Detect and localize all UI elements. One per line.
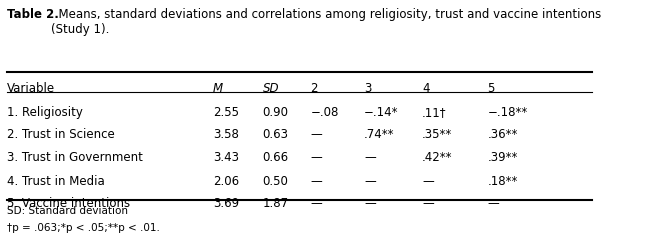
Text: 2. Trust in Science: 2. Trust in Science — [7, 128, 115, 141]
Text: 0.50: 0.50 — [263, 175, 288, 188]
Text: −.14*: −.14* — [364, 106, 398, 119]
Text: —: — — [422, 175, 433, 188]
Text: 5. Vaccine intentions: 5. Vaccine intentions — [7, 197, 130, 210]
Text: 3.69: 3.69 — [213, 197, 239, 210]
Text: 0.90: 0.90 — [263, 106, 289, 119]
Text: M: M — [213, 82, 223, 95]
Text: —: — — [364, 175, 376, 188]
Text: .11†: .11† — [422, 106, 446, 119]
Text: .35**: .35** — [422, 128, 452, 141]
Text: 3: 3 — [364, 82, 372, 95]
Text: 3. Trust in Government: 3. Trust in Government — [7, 152, 143, 164]
Text: 3.43: 3.43 — [213, 152, 239, 164]
Text: —: — — [310, 152, 322, 164]
Text: 0.66: 0.66 — [263, 152, 289, 164]
Text: —: — — [310, 175, 322, 188]
Text: −.08: −.08 — [310, 106, 339, 119]
Text: .36**: .36** — [488, 128, 518, 141]
Text: —: — — [364, 152, 376, 164]
Text: SD: SD — [263, 82, 279, 95]
Text: —: — — [310, 197, 322, 210]
Text: 1.87: 1.87 — [263, 197, 289, 210]
Text: 2: 2 — [310, 82, 318, 95]
Text: Table 2.: Table 2. — [7, 8, 59, 21]
Text: —: — — [422, 197, 433, 210]
Text: SD: Standard deviation: SD: Standard deviation — [7, 206, 128, 216]
Text: 0.63: 0.63 — [263, 128, 289, 141]
Text: 2.06: 2.06 — [213, 175, 239, 188]
Text: —: — — [364, 197, 376, 210]
Text: .18**: .18** — [488, 175, 518, 188]
Text: .42**: .42** — [422, 152, 452, 164]
Text: 5: 5 — [488, 82, 495, 95]
Text: Means, standard deviations and correlations among religiosity, trust and vaccine: Means, standard deviations and correlati… — [51, 8, 601, 36]
Text: 3.58: 3.58 — [213, 128, 239, 141]
Text: 4. Trust in Media: 4. Trust in Media — [7, 175, 105, 188]
Text: 2.55: 2.55 — [213, 106, 239, 119]
Text: —: — — [310, 128, 322, 141]
Text: Variable: Variable — [7, 82, 56, 95]
Text: †p = .063;*p < .05;**p < .01.: †p = .063;*p < .05;**p < .01. — [7, 223, 160, 233]
Text: 4: 4 — [422, 82, 429, 95]
Text: .74**: .74** — [364, 128, 394, 141]
Text: −.18**: −.18** — [488, 106, 528, 119]
Text: .39**: .39** — [488, 152, 518, 164]
Text: 1. Religiosity: 1. Religiosity — [7, 106, 83, 119]
Text: —: — — [488, 197, 499, 210]
